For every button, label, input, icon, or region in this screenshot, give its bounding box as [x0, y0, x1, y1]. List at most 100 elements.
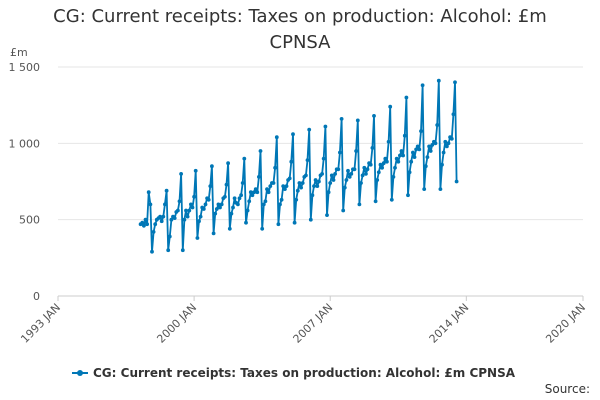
data-point[interactable] [203, 202, 208, 207]
data-point[interactable] [406, 193, 410, 198]
data-point[interactable] [266, 190, 271, 195]
data-point[interactable] [192, 194, 197, 199]
data-point[interactable] [179, 172, 184, 176]
data-point[interactable] [283, 187, 287, 192]
data-point[interactable] [445, 144, 449, 149]
data-point[interactable] [289, 159, 294, 164]
data-point[interactable] [428, 149, 433, 153]
data-point[interactable] [257, 175, 261, 179]
data-point[interactable] [364, 172, 368, 176]
data-point[interactable] [396, 159, 401, 164]
data-point[interactable] [227, 226, 232, 231]
data-point[interactable] [346, 168, 350, 173]
data-point[interactable] [443, 139, 448, 144]
data-point[interactable] [404, 95, 409, 100]
data-point[interactable] [305, 158, 310, 163]
data-point[interactable] [258, 149, 263, 153]
data-point[interactable] [146, 190, 151, 195]
data-point[interactable] [229, 211, 234, 216]
data-point[interactable] [185, 214, 190, 219]
data-point[interactable] [237, 196, 242, 201]
data-point[interactable] [145, 222, 150, 227]
data-point[interactable] [195, 236, 200, 240]
data-point[interactable] [153, 222, 158, 227]
data-point[interactable] [331, 178, 336, 182]
data-point[interactable] [177, 199, 182, 204]
data-point[interactable] [313, 178, 318, 182]
data-point[interactable] [260, 226, 265, 231]
data-point[interactable] [300, 181, 305, 185]
data-point[interactable] [370, 146, 375, 150]
data-point[interactable] [312, 184, 316, 189]
data-point[interactable] [362, 165, 367, 170]
data-point[interactable] [176, 208, 180, 213]
data-point[interactable] [164, 188, 169, 193]
data-point[interactable] [355, 118, 360, 123]
data-point[interactable] [255, 190, 260, 195]
data-point[interactable] [252, 190, 256, 195]
data-point[interactable] [240, 181, 245, 185]
data-point[interactable] [357, 202, 362, 207]
data-point[interactable] [197, 219, 201, 224]
data-point[interactable] [393, 165, 397, 170]
data-point[interactable] [150, 249, 154, 254]
data-point[interactable] [320, 172, 324, 176]
data-point[interactable] [295, 188, 300, 193]
data-point[interactable] [339, 117, 344, 121]
data-point[interactable] [308, 217, 313, 222]
data-point[interactable] [291, 132, 295, 137]
data-point[interactable] [435, 123, 440, 127]
data-point[interactable] [248, 190, 253, 195]
data-point[interactable] [412, 155, 417, 160]
data-point[interactable] [342, 185, 347, 190]
data-point[interactable] [409, 159, 414, 164]
data-point[interactable] [329, 173, 334, 178]
data-point[interactable] [440, 162, 444, 167]
data-point[interactable] [451, 112, 456, 117]
data-point[interactable] [360, 173, 365, 178]
data-point[interactable] [344, 178, 349, 182]
data-point[interactable] [218, 205, 222, 210]
data-point[interactable] [231, 205, 235, 210]
data-point[interactable] [436, 78, 441, 83]
data-point[interactable] [352, 167, 357, 172]
data-point[interactable] [378, 162, 383, 167]
data-point[interactable] [372, 114, 376, 118]
data-point[interactable] [391, 175, 396, 179]
data-point[interactable] [210, 164, 214, 169]
data-point[interactable] [430, 143, 435, 147]
data-point[interactable] [189, 202, 193, 207]
data-point[interactable] [422, 187, 427, 192]
data-point[interactable] [250, 193, 255, 198]
data-point[interactable] [276, 222, 281, 227]
data-point[interactable] [148, 202, 153, 207]
data-point[interactable] [333, 172, 337, 176]
data-point[interactable] [419, 129, 423, 134]
data-point[interactable] [315, 184, 320, 189]
data-point[interactable] [279, 197, 284, 202]
data-point[interactable] [336, 167, 341, 172]
data-point[interactable] [265, 187, 269, 192]
data-point[interactable] [167, 234, 172, 239]
data-point[interactable] [341, 208, 346, 213]
data-point[interactable] [140, 220, 145, 225]
data-point[interactable] [211, 231, 216, 236]
data-point[interactable] [326, 190, 331, 195]
data-point[interactable] [198, 214, 203, 219]
data-point[interactable] [375, 178, 380, 182]
data-point[interactable] [399, 149, 404, 153]
data-point[interactable] [193, 168, 198, 173]
data-point[interactable] [398, 153, 402, 158]
data-point[interactable] [142, 223, 146, 228]
data-point[interactable] [263, 199, 268, 204]
data-point[interactable] [321, 156, 326, 161]
data-point[interactable] [411, 150, 415, 155]
data-point[interactable] [232, 196, 237, 201]
data-point[interactable] [385, 159, 389, 164]
data-point[interactable] [328, 181, 333, 185]
data-point[interactable] [278, 202, 282, 207]
data-point[interactable] [208, 184, 213, 189]
data-point[interactable] [347, 175, 352, 179]
data-point[interactable] [383, 156, 388, 161]
data-point[interactable] [373, 199, 378, 204]
